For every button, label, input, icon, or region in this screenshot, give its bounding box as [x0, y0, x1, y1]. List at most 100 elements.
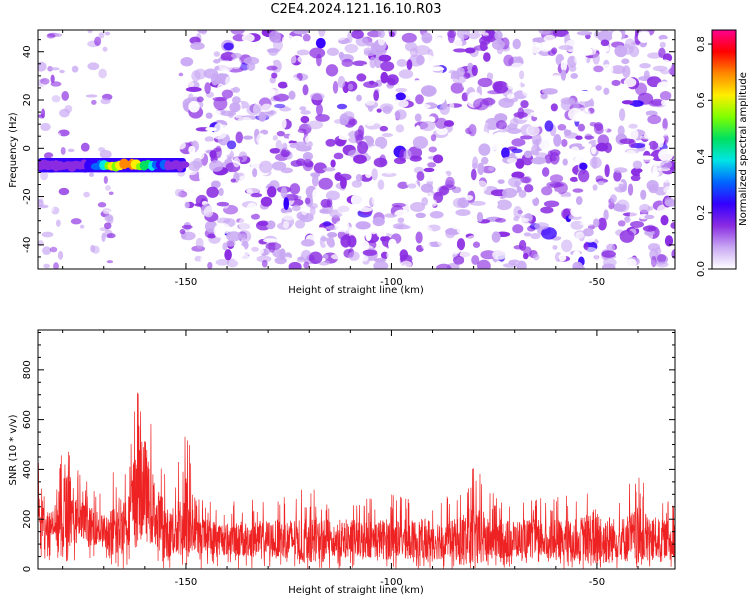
spectrogram-noise-cell — [488, 166, 495, 172]
spectrogram-noise-cell — [399, 118, 409, 125]
spectrogram-noise-cell — [618, 241, 628, 249]
spectrogram-noise-cell — [456, 67, 465, 78]
spectrogram-noise-cell — [583, 242, 589, 250]
spectrogram-noise-cell — [508, 176, 522, 188]
spectrogram-noise-cell — [420, 85, 437, 97]
spectrogram-noise-cell — [289, 183, 301, 195]
spectrogram-noise-cell — [192, 60, 209, 69]
spectrogram-x-label: Height of straight line (km) — [288, 285, 424, 296]
spectrogram-noise-cell — [191, 70, 201, 82]
spectrogram-noise-cell — [38, 114, 44, 118]
spectrogram-noise-cell — [517, 198, 526, 207]
spectrogram-noise-cell — [539, 46, 552, 52]
spectrogram-noise-cell — [421, 241, 431, 250]
spectrogram-noise-cell — [395, 87, 408, 93]
spectrogram-noise-cell — [617, 220, 626, 227]
spectrogram-noise-cell — [106, 260, 114, 264]
spectrogram-noise-cell — [238, 217, 251, 231]
spectrogram-noise-cell — [209, 30, 221, 36]
spectrogram-x-tick-label: -50 — [589, 277, 605, 288]
spectrogram-noise-cell — [344, 43, 359, 54]
spectrogram-noise-cell — [67, 148, 75, 153]
spectrogram-noise-cell — [190, 261, 204, 269]
spectrogram-noise-cell — [568, 215, 574, 220]
spectrogram-noise-cell — [480, 156, 489, 165]
spectrogram-noise-cell — [401, 32, 417, 43]
snr-x-tick-label: -150 — [175, 577, 198, 588]
spectrogram-noise-cell — [283, 230, 298, 239]
spectrogram-noise-cell — [592, 46, 601, 51]
spectrogram-noise-cell — [662, 118, 668, 131]
spectrogram-noise-cell — [447, 30, 455, 44]
spectrogram-noise-cell — [579, 162, 588, 170]
spectrogram-noise-cell — [61, 48, 72, 58]
spectrogram-noise-cell — [492, 134, 502, 143]
spectrogram-noise-cell — [610, 65, 626, 74]
spectrogram-noise-cell — [604, 103, 610, 115]
spectrogram-noise-cell — [297, 128, 307, 133]
spectrogram-noise-cell — [213, 51, 221, 57]
spectrogram-noise-cell — [352, 60, 367, 67]
spectrogram-noise-cell — [502, 96, 519, 103]
spectrogram-frame — [37, 29, 676, 270]
spectrogram-noise-cell — [428, 73, 442, 84]
spectrogram-noise-cell — [429, 211, 444, 219]
spectrogram-noise-cell — [449, 102, 455, 110]
spectrogram-noise-cell — [338, 134, 350, 140]
spectrogram-noise-cell — [563, 128, 572, 137]
spectrogram-noise-cell — [279, 248, 286, 260]
spectrogram-noise-cell — [453, 48, 467, 53]
spectrogram-panel: -150 -100 -50 -40 -20 0 20 40 Height of straig… — [8, 29, 676, 296]
colorbar-tick-label: 0.2 — [696, 205, 707, 221]
spectrogram-noise-cell — [312, 136, 326, 143]
spectrogram-noise-cell — [671, 249, 675, 259]
spectrogram-noise-cell — [190, 215, 199, 228]
spectrogram-noise-cell — [330, 253, 342, 260]
spectrogram-noise-cell — [541, 227, 557, 240]
spectrogram-noise-cell — [488, 142, 500, 151]
spectrogram-noise-cell — [226, 231, 242, 242]
spectrogram-noise-cell — [560, 69, 567, 81]
spectrogram-noise-cell — [602, 119, 609, 133]
spectrogram-noise-cell — [403, 165, 413, 176]
spectrogram-noise-cell — [506, 93, 515, 100]
spectrogram-noise-cell — [57, 132, 62, 141]
spectrogram-noise-cell — [336, 103, 348, 110]
spectrogram-noise-cell — [246, 104, 261, 116]
spectrogram-noise-cell — [232, 157, 241, 168]
spectrogram-noise-cell — [581, 142, 592, 148]
spectrogram-noise-cell — [366, 88, 374, 94]
spectrogram-noise-cell — [257, 221, 269, 227]
spectrogram-noise-cell — [225, 239, 236, 247]
spectrogram-noise-cell — [567, 107, 583, 121]
spectrogram-noise-cell — [215, 259, 230, 266]
spectrogram-noise-cell — [471, 64, 478, 77]
spectrogram-noise-cell — [377, 36, 386, 46]
spectrogram-noise-cell — [179, 228, 186, 235]
spectrogram-noise-cell — [79, 224, 85, 229]
spectrogram-noise-cell — [566, 151, 582, 162]
spectrogram-noise-cell — [562, 158, 568, 166]
spectrogram-noise-cell — [464, 47, 476, 54]
spectrogram-noise-cell — [362, 64, 368, 75]
spectrogram-noise-cell — [395, 92, 406, 101]
spectrogram-noise-cell — [427, 162, 437, 168]
snr-x-tick-label: -50 — [589, 577, 605, 588]
spectrogram-noise-cell — [283, 197, 290, 210]
spectrogram-noise-cell — [371, 189, 382, 197]
spectrogram-noise-cell — [622, 65, 631, 79]
spectrogram-noise-cell — [280, 186, 288, 199]
spectrogram-noise-cell — [87, 231, 95, 237]
spectrogram-y-ticks: -40 -20 0 20 40 — [22, 39, 675, 270]
spectrogram-noise-cell — [478, 143, 491, 156]
spectrogram-noise-cell — [382, 105, 392, 115]
snr-y-tick-label: 600 — [22, 410, 33, 429]
spectrogram-noise-cell — [209, 160, 224, 172]
spectrogram-noise-cell — [652, 65, 668, 72]
spectrogram-noise-cell — [531, 157, 547, 165]
spectrogram-noise-cell — [234, 254, 251, 263]
colorbar-label: Normalized spectral amplitude — [738, 72, 749, 226]
spectrogram-noise-cell — [597, 217, 607, 231]
spectrogram-noise-cell — [582, 251, 592, 261]
spectrogram-noise-cell — [538, 137, 553, 151]
